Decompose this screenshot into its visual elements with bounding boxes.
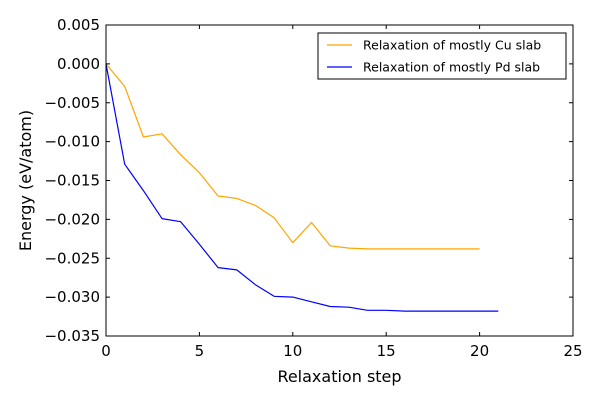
y-tick-label: 0.000 <box>57 55 100 73</box>
x-tick-label: 10 <box>283 342 302 360</box>
y-tick-label: −0.005 <box>44 94 100 112</box>
y-tick-label: −0.010 <box>44 133 100 151</box>
x-tick-label: 5 <box>195 342 205 360</box>
plot-frame <box>105 24 574 337</box>
series-line-pd <box>105 63 499 312</box>
x-tick-labels: 0 5 10 15 20 25 <box>101 342 582 360</box>
series-line-cu <box>105 63 480 250</box>
y-tick-labels: 0.005 0.000 −0.005 −0.010 −0.015 −0.020 −0.025… <box>44 16 100 345</box>
legend: Relaxation of mostly Cu slab Relaxation … <box>317 32 567 80</box>
x-tick-label: 25 <box>563 342 582 360</box>
legend-box <box>317 32 567 80</box>
legend-label-cu: Relaxation of mostly Cu slab <box>363 38 541 53</box>
x-tick-label: 0 <box>101 342 111 360</box>
y-axis-title: Energy (eV/atom) <box>16 110 35 251</box>
legend-label-pd: Relaxation of mostly Pd slab <box>363 60 540 75</box>
y-tick-label: −0.035 <box>44 327 100 345</box>
y-tick-label: −0.015 <box>44 172 100 190</box>
x-tick-label: 15 <box>377 342 396 360</box>
y-tick-label: −0.030 <box>44 288 100 306</box>
x-tick-label: 20 <box>470 342 489 360</box>
y-tick-label: −0.025 <box>44 249 100 267</box>
y-tick-label: 0.005 <box>57 16 100 34</box>
x-axis-title: Relaxation step <box>277 367 401 386</box>
series-lines <box>105 63 499 312</box>
y-tick-label: −0.020 <box>44 210 100 228</box>
